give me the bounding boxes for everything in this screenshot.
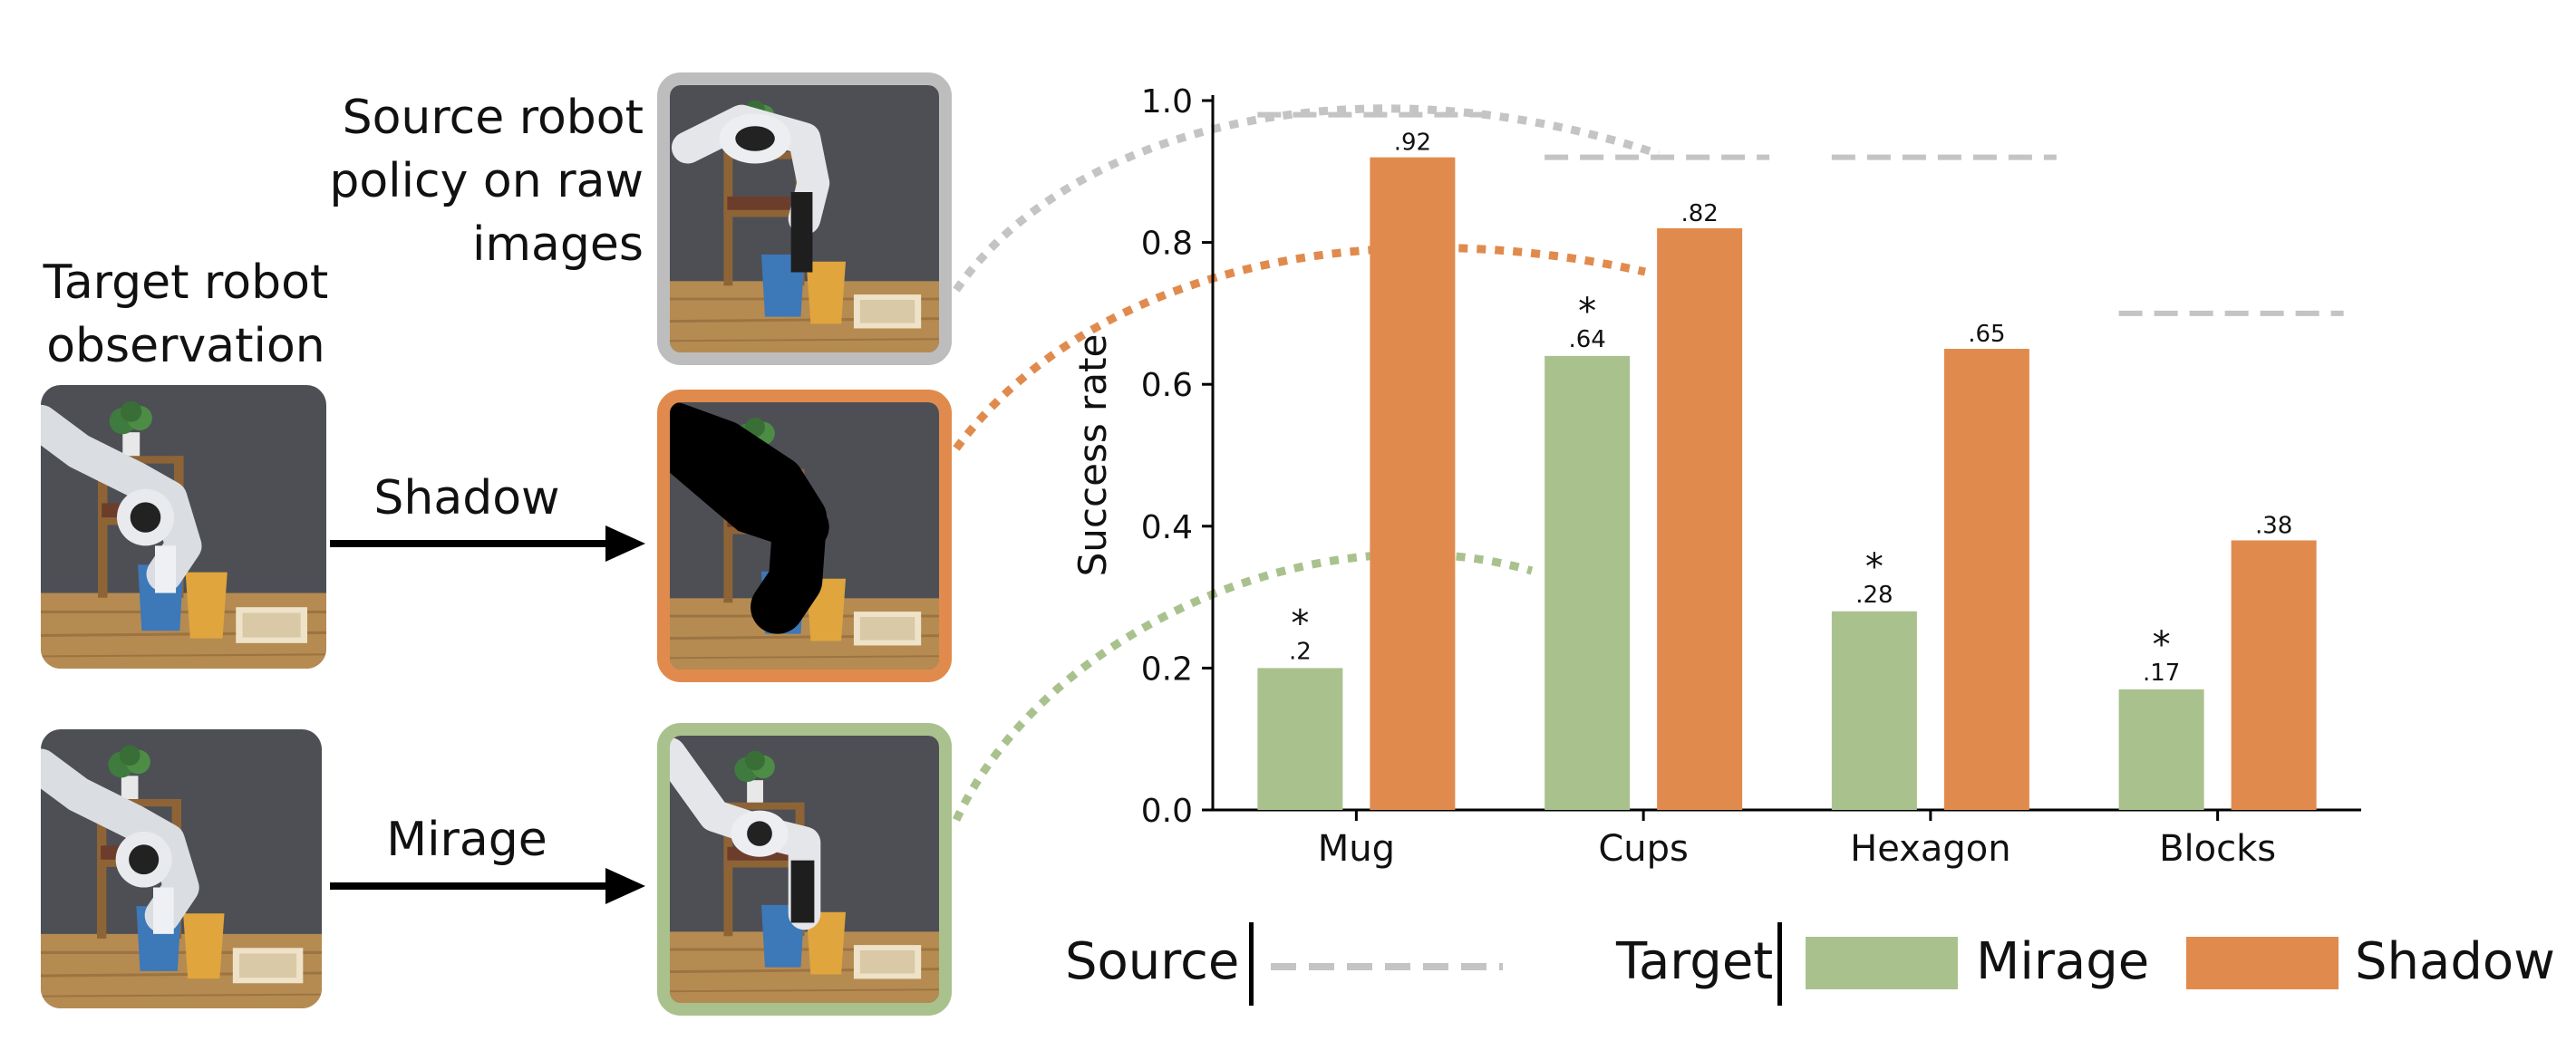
source-policy-image [657,72,952,365]
mirage-value-label: .17 [2143,660,2180,687]
x-tick-label: Blocks [2159,828,2276,870]
shadow-value-label: .38 [2255,512,2292,539]
legend-source-label: Source [1065,932,1240,991]
y-tick-label: 1.0 [1141,83,1193,120]
mirage-value-label: .64 [1568,326,1605,353]
mirage-connector [952,550,1534,822]
shadow-bar [1370,157,1456,810]
y-axis-label: Success rate [1070,334,1115,577]
y-tick-label: 0.6 [1141,367,1193,404]
mirage-bar [2118,689,2204,810]
source-policy-line-1: Source robot [342,91,644,145]
y-tick-label: 0.8 [1141,226,1193,263]
source-policy-line-3: images [471,217,644,272]
significance-marker: * [1865,546,1884,588]
x-tick-label: Hexagon [1850,828,2010,870]
y-tick-label: 0.2 [1141,650,1193,688]
mirage-bar [1257,668,1343,810]
shadow-bar [1657,227,1743,810]
mirage-image [657,723,952,1016]
legend-source-divider [1249,922,1254,1006]
shadow-value-label: .92 [1394,130,1431,157]
target-observation-label: Target robot observation [18,251,353,378]
mirage-bar [1831,611,1917,810]
legend-mirage-swatch [1806,937,1958,989]
mirage-arrow [330,868,645,904]
legend-mirage-label: Mirage [1976,932,2150,991]
legend-source-swatch [1271,963,1503,970]
significance-marker: * [1291,602,1309,644]
x-tick-label: Mug [1318,828,1395,870]
legend-target-divider [1777,922,1782,1006]
right-arrow-icon [605,868,645,904]
target-observation-line-1: Target robot [43,255,329,310]
x-tick-label: Cups [1598,828,1689,870]
source-policy-line-2: policy on raw [329,154,644,208]
shadow-value-label: .82 [1680,200,1718,227]
y-tick-label: 0.4 [1141,509,1193,546]
y-tick-label: 0.0 [1141,793,1193,830]
mirage-value-label: .28 [1855,582,1893,609]
source-policy-label: Source robot policy on raw images [272,86,644,276]
shadow-arrow-label: Shadow [373,471,560,525]
right-arrow-icon [605,525,645,562]
shadow-value-label: .65 [1968,321,2005,348]
legend-shadow-swatch [2186,937,2339,989]
shadow-bar [2231,540,2317,810]
source-connector [953,104,1661,293]
legend-shadow-label: Shadow [2355,932,2555,991]
significance-marker: * [1578,291,1596,332]
shadow-arrow [330,525,645,562]
target-observation-line-2: observation [46,319,325,373]
legend-target-label: Target [1616,932,1774,991]
mirage-arrow-label: Mirage [386,813,547,867]
mirage-value-label: .2 [1289,638,1312,665]
shadow-bar [1943,349,2029,810]
significance-marker: * [2153,624,2171,666]
shadow-connector [953,244,1646,451]
mirage-bar [1545,355,1631,810]
shadow-image [657,390,952,682]
